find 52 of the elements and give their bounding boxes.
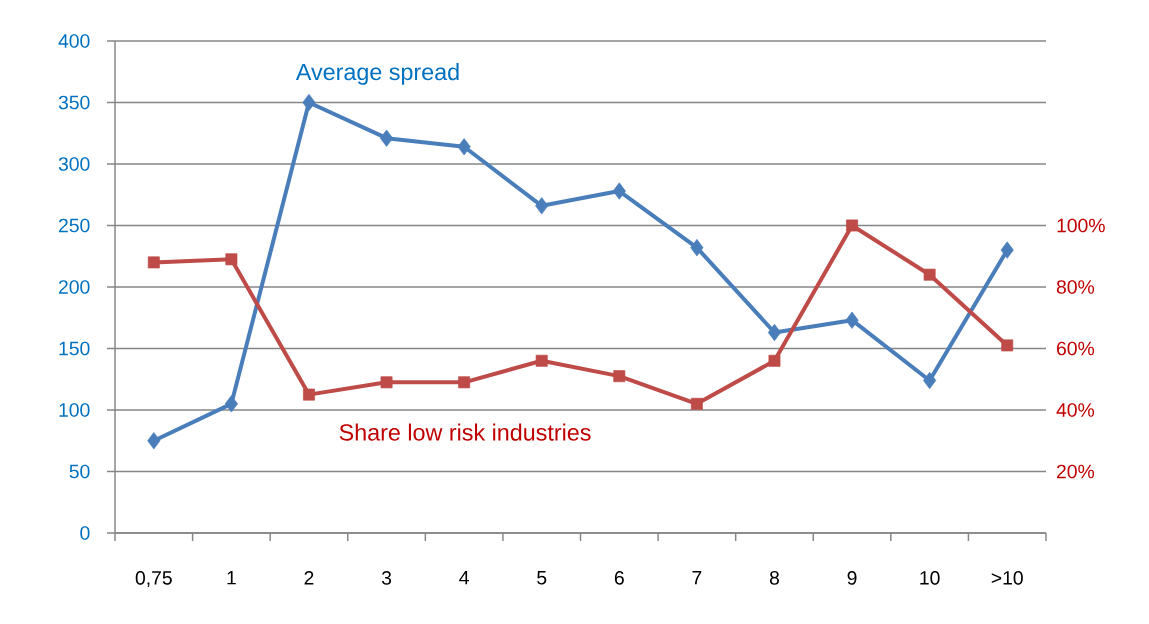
point bbox=[612, 182, 626, 200]
x-tick-label: 10 bbox=[920, 571, 940, 585]
y-tick-label: 0 bbox=[80, 526, 90, 540]
point bbox=[380, 376, 393, 389]
point bbox=[225, 253, 238, 266]
point bbox=[303, 388, 315, 401]
y-tick-label: 250 bbox=[59, 218, 90, 233]
x-tick-label: 6 bbox=[614, 571, 624, 585]
x-tick-label: 9 bbox=[847, 571, 857, 585]
y-tick-label: 100 bbox=[59, 403, 90, 417]
y2-tick-label: 40% bbox=[1056, 403, 1095, 417]
series-label: Average spread bbox=[295, 63, 459, 85]
point bbox=[613, 370, 626, 383]
point bbox=[147, 256, 160, 269]
point bbox=[458, 376, 471, 389]
point bbox=[846, 219, 858, 232]
point bbox=[1000, 241, 1014, 259]
point bbox=[380, 129, 394, 147]
x-tick-label: 7 bbox=[692, 571, 702, 585]
y2-tick-label: 100% bbox=[1057, 218, 1105, 233]
y-tick-label: 50 bbox=[69, 464, 90, 479]
y-tick-label: 200 bbox=[59, 280, 90, 294]
x-tick-label: 3 bbox=[381, 571, 392, 585]
point bbox=[923, 268, 936, 281]
point bbox=[845, 311, 859, 329]
x-tick-label: 0,75 bbox=[135, 571, 172, 587]
point bbox=[690, 239, 704, 257]
x-tick-label: 5 bbox=[537, 571, 547, 585]
point bbox=[1001, 339, 1014, 352]
point bbox=[535, 354, 548, 367]
x-tick-label: 1 bbox=[227, 571, 236, 585]
y-tick-label: 150 bbox=[59, 341, 90, 356]
y-tick-label: 350 bbox=[58, 95, 90, 110]
point bbox=[535, 197, 549, 215]
point bbox=[302, 93, 316, 112]
point bbox=[690, 397, 703, 410]
y2-tick-label: 20% bbox=[1057, 464, 1095, 479]
x-tick-label: 2 bbox=[304, 571, 314, 585]
y2-tick-label: 60% bbox=[1057, 341, 1095, 356]
point bbox=[224, 395, 238, 413]
point bbox=[457, 138, 471, 156]
point bbox=[923, 371, 937, 390]
y2-tick-label: 80% bbox=[1056, 280, 1095, 294]
y-tick-label: 400 bbox=[58, 34, 90, 48]
x-tick-label: >10 bbox=[991, 571, 1023, 585]
point bbox=[767, 323, 781, 342]
x-tick-label: 8 bbox=[769, 571, 779, 585]
point bbox=[147, 432, 161, 450]
point bbox=[768, 354, 781, 367]
x-tick-label: 4 bbox=[459, 571, 469, 585]
series-label: Share low risk industries bbox=[339, 423, 591, 441]
y-tick-label: 300 bbox=[58, 157, 90, 171]
